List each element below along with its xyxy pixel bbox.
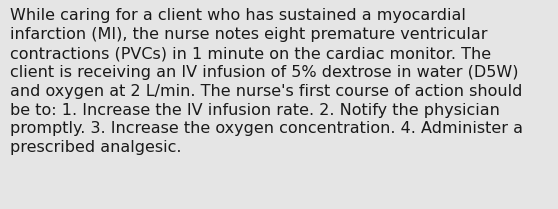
Text: While caring for a client who has sustained a myocardial
infarction (MI), the nu: While caring for a client who has sustai… xyxy=(10,8,523,155)
